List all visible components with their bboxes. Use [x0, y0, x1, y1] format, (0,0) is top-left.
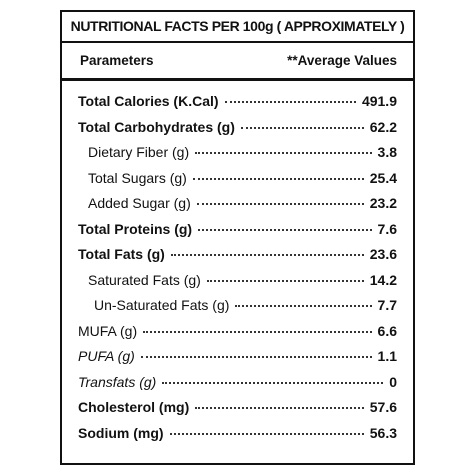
row-value: 1.1	[377, 348, 397, 364]
dot-leader	[170, 254, 364, 256]
table-row: Total Sugars (g) 25.4	[78, 170, 397, 196]
row-value: 7.7	[377, 297, 397, 313]
dot-leader	[162, 381, 384, 384]
table-row: Saturated Fats (g) 14.2	[78, 272, 397, 298]
table-header: Parameters **Average Values	[62, 43, 413, 81]
row-label: Total Sugars (g)	[88, 169, 187, 186]
dot-leader	[206, 279, 364, 282]
row-value: 491.9	[361, 93, 397, 109]
row-label: Saturated Fats (g)	[88, 271, 201, 288]
row-label: Cholesterol (mg)	[78, 399, 190, 415]
table-row: PUFA (g) 1.1	[78, 348, 397, 374]
dot-leader	[224, 101, 356, 103]
row-label: Sodium (mg)	[78, 424, 164, 441]
row-label: MUFA (g)	[78, 322, 138, 339]
row-label: Total Fats (g)	[78, 246, 165, 262]
row-label: Total Proteins (g)	[78, 220, 193, 237]
dot-leader	[195, 407, 364, 409]
table-row: Total Proteins (g) 7.6	[78, 221, 397, 247]
row-value: 57.6	[369, 399, 397, 415]
dot-leader	[235, 305, 372, 307]
row-value: 25.4	[369, 169, 397, 186]
table-row: Total Fats (g) 23.6	[78, 246, 397, 272]
dot-leader	[198, 228, 372, 231]
row-label: Total Carbohydrates (g)	[78, 118, 235, 135]
row-value: 7.6	[377, 220, 397, 237]
table-row: Total Carbohydrates (g) 62.2	[78, 119, 397, 145]
row-value: 62.2	[369, 118, 397, 135]
table-row: Transfats (g) 0	[78, 374, 397, 400]
nutrition-table: NUTRITIONAL FACTS PER 100g ( APPROXIMATE…	[60, 10, 415, 465]
table-row: Cholesterol (mg) 57.6	[78, 399, 397, 425]
header-cell: Parameters	[80, 53, 154, 68]
dot-leader	[196, 203, 364, 205]
dot-leader	[195, 152, 372, 154]
table-row: MUFA (g) 6.6	[78, 323, 397, 349]
dot-leader	[192, 177, 364, 180]
row-value: 23.2	[369, 195, 397, 211]
row-label: Un-Saturated Fats (g)	[94, 297, 230, 313]
row-value: 56.3	[369, 424, 397, 441]
table-row: Added Sugar (g) 23.2	[78, 195, 397, 221]
row-label: Total Calories (K.Cal)	[78, 93, 219, 109]
table-row: Dietary Fiber (g) 3.8	[78, 144, 397, 170]
dot-leader	[240, 126, 364, 129]
row-value: 3.8	[377, 144, 397, 160]
row-label: Transfats (g)	[78, 373, 157, 390]
row-label: PUFA (g)	[78, 348, 135, 364]
dot-leader	[169, 432, 364, 435]
table-row: Sodium (mg) 56.3	[78, 425, 397, 451]
table-body: Total Calories (K.Cal) 491.9 Total Carbohy…	[62, 81, 413, 450]
dot-leader	[143, 330, 372, 333]
dot-leader	[140, 356, 372, 358]
row-value: 6.6	[377, 322, 397, 339]
table-row: Total Calories (K.Cal) 491.9	[78, 93, 397, 119]
row-label: Dietary Fiber (g)	[88, 144, 190, 160]
row-value: 0	[389, 373, 397, 390]
table-row: Un-Saturated Fats (g) 7.7	[78, 297, 397, 323]
row-value: 23.6	[369, 246, 397, 262]
header-cell: **Average Values	[287, 53, 397, 68]
row-value: 14.2	[369, 271, 397, 288]
table-title: NUTRITIONAL FACTS PER 100g ( APPROXIMATE…	[62, 12, 413, 43]
row-label: Added Sugar (g)	[88, 195, 191, 211]
